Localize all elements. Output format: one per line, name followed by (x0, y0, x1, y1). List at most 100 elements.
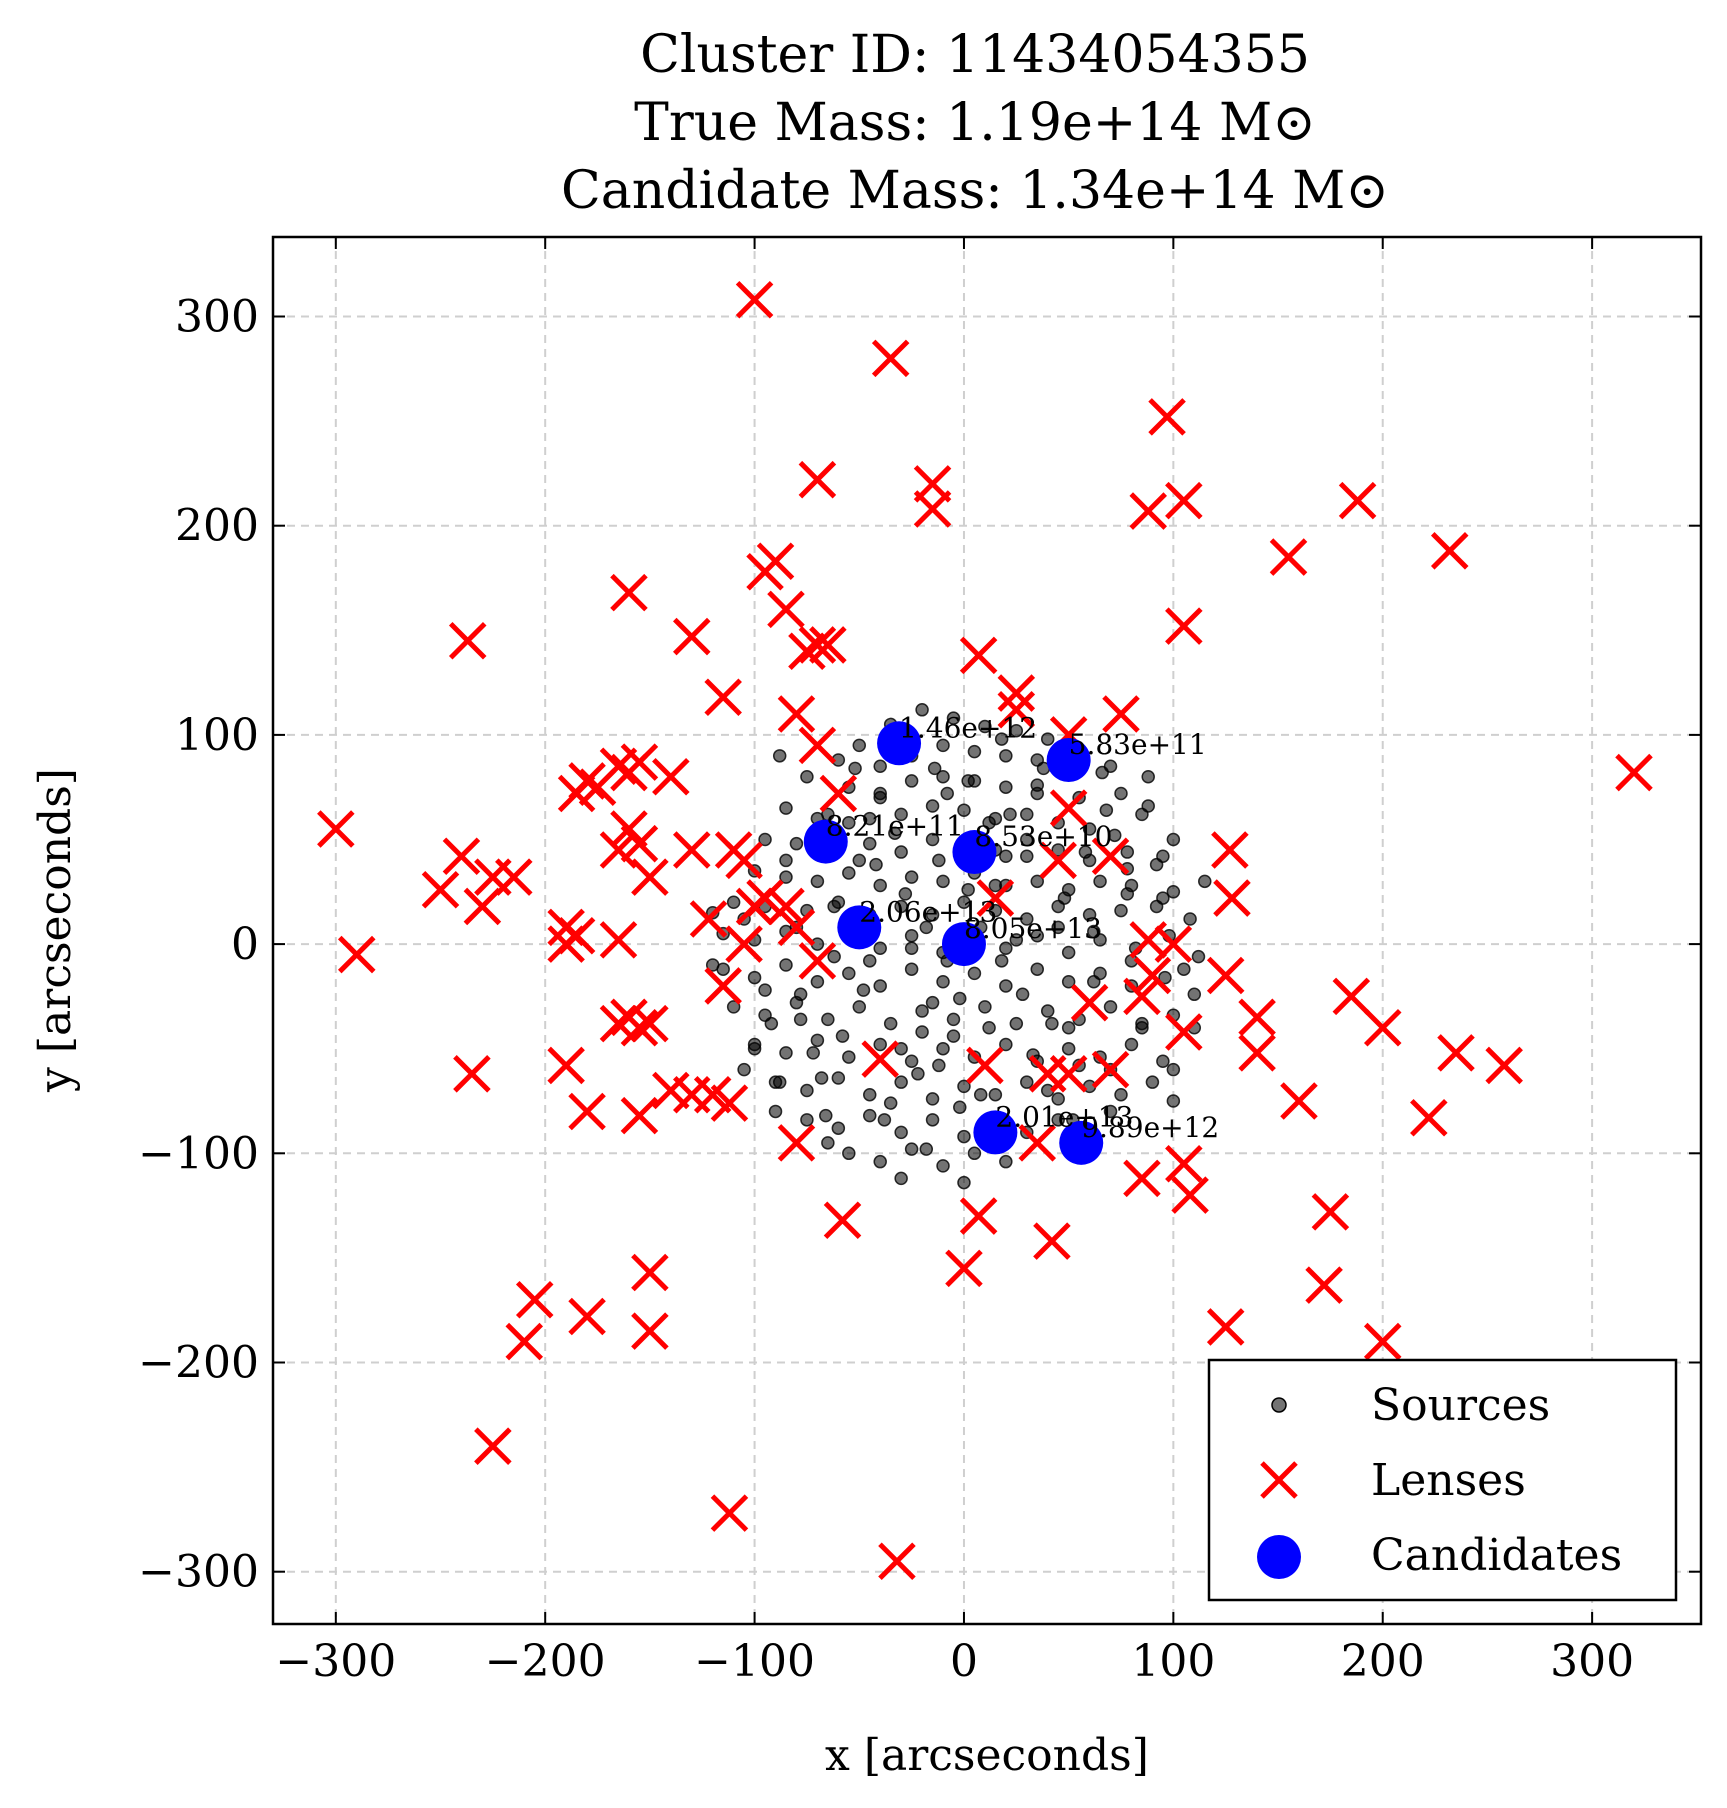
source-point (994, 954, 1009, 968)
candidate-label: 5.83e+11 (1069, 728, 1207, 761)
source-point (842, 1050, 856, 1064)
lens-point (725, 925, 763, 963)
candidate-point (877, 721, 922, 766)
candidate-point (952, 830, 997, 875)
legend-sources-marker (1271, 1397, 1287, 1413)
lens-point (710, 1494, 749, 1532)
source-point (842, 816, 856, 830)
lens-stroke (1091, 1050, 1130, 1089)
lens-stroke (1165, 481, 1203, 520)
lens-point (620, 1009, 659, 1047)
lens-point (1123, 977, 1161, 1016)
lens-stroke (448, 621, 487, 660)
lens-point (620, 1096, 659, 1135)
y-tick-label: −300 (138, 1547, 259, 1598)
candidate-point (1059, 1120, 1104, 1165)
lens-stroke (673, 831, 711, 869)
source-point (936, 738, 950, 753)
source-point (988, 1087, 1003, 1102)
source-point (1082, 822, 1097, 836)
lens-point (1338, 481, 1377, 520)
lens-stroke (945, 1249, 983, 1288)
legend-candidates-label: Candidates (1371, 1530, 1622, 1581)
source-point (953, 991, 967, 1006)
lens-point (798, 726, 837, 765)
lens-stroke (1238, 1034, 1276, 1072)
source-point (1045, 1016, 1059, 1031)
source-point (873, 1037, 887, 1052)
source-point (793, 1012, 808, 1027)
source-point (1061, 975, 1076, 989)
lens-stroke (474, 1427, 512, 1465)
lens-point (1102, 695, 1140, 733)
lens-point (631, 1312, 669, 1350)
source-point (936, 1159, 950, 1173)
source-point (982, 816, 996, 830)
lens-point (1238, 1034, 1276, 1072)
source-point (810, 975, 825, 989)
lens-stroke (777, 1124, 816, 1162)
source-point (1051, 843, 1065, 857)
source-point (1051, 920, 1065, 935)
lens-point (788, 632, 826, 670)
y-tick-label: −200 (138, 1337, 259, 1388)
source-point (1087, 924, 1101, 939)
lens-point (631, 1004, 669, 1043)
lens-stroke (704, 678, 742, 717)
lenses-series (317, 280, 1653, 1581)
lens-point (1049, 789, 1088, 827)
chart-title-line-1: Cluster ID: 11434054355 (640, 25, 1310, 85)
lens-stroke (1018, 1124, 1057, 1162)
lens-point (610, 753, 648, 792)
source-point (726, 895, 741, 910)
y-tick-label: −100 (138, 1128, 259, 1179)
lens-stroke (610, 753, 648, 792)
source-point (810, 1033, 825, 1048)
source-point (925, 799, 940, 813)
source-point (1051, 1092, 1065, 1106)
lens-point (568, 1297, 606, 1336)
lens-point (599, 921, 638, 959)
source-point (1166, 1094, 1181, 1108)
y-tick-label: 300 (175, 291, 259, 342)
source-point (852, 1000, 867, 1014)
candidates-series (803, 721, 1104, 1165)
y-tick-label: 200 (175, 501, 259, 552)
source-point (904, 928, 919, 943)
source-point (946, 1029, 961, 1043)
source-point (1114, 903, 1128, 918)
source-point (831, 1071, 846, 1085)
lens-point (959, 1197, 998, 1235)
source-point (800, 1113, 814, 1127)
source-point (919, 1142, 934, 1156)
lens-stroke (798, 942, 837, 980)
lens-point (1165, 607, 1203, 645)
lens-stroke (1615, 753, 1653, 792)
lens-stroke (693, 1075, 732, 1114)
lens-stroke (442, 837, 481, 876)
lens-point (1091, 1050, 1130, 1089)
lens-stroke (1410, 1098, 1448, 1137)
lens-point (777, 695, 816, 733)
lens-stroke (317, 810, 355, 848)
source-point (961, 774, 975, 788)
lens-stroke (620, 1009, 659, 1047)
source-point (873, 790, 887, 805)
lens-point (704, 967, 742, 1005)
source-point (842, 1146, 856, 1161)
source-point (806, 1046, 820, 1060)
lens-point (1269, 538, 1308, 576)
source-point (848, 761, 862, 776)
source-point (999, 1154, 1013, 1169)
lens-stroke (997, 691, 1036, 729)
source-point (1040, 1004, 1055, 1018)
y-tick-label: 100 (175, 710, 259, 761)
lens-point (871, 339, 910, 378)
lens-point (1615, 753, 1653, 792)
source-point (883, 1096, 898, 1110)
lens-stroke (547, 925, 585, 963)
lens-point (505, 1322, 544, 1361)
source-point (957, 1129, 971, 1144)
lens-stroke (1165, 607, 1203, 645)
source-point (1156, 891, 1170, 905)
